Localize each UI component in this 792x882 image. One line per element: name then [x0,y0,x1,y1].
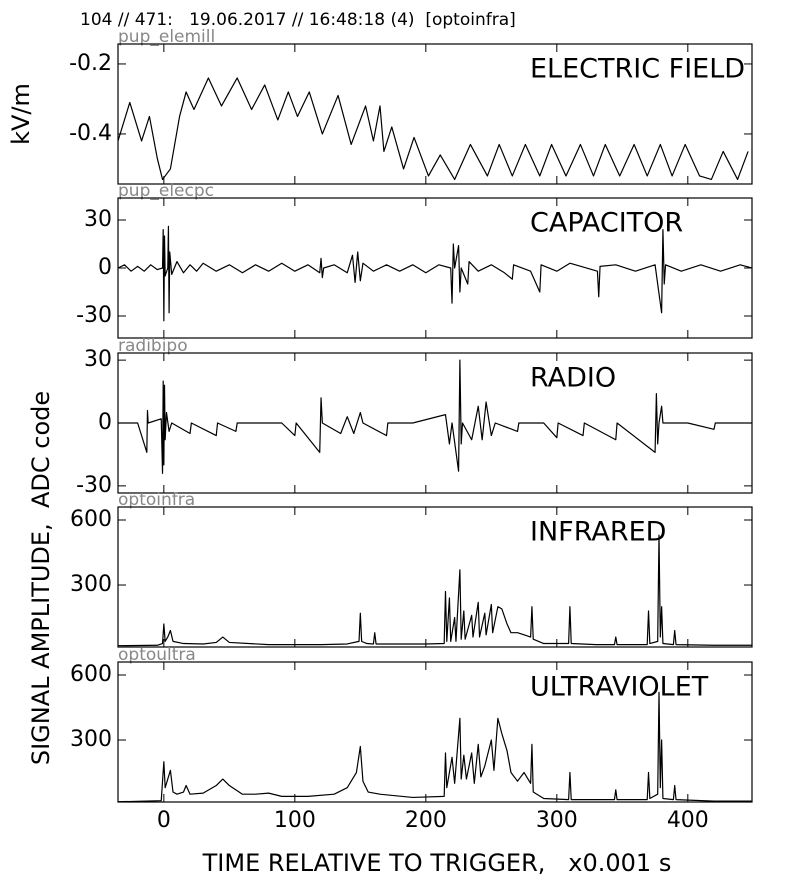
y-tick-label: -30 [76,303,112,328]
panel-title: ELECTRIC FIELD [530,54,745,85]
y-tick-label: 0 [98,410,112,435]
y-tick-label: 600 [70,662,112,687]
y-tick-label: 0 [98,255,112,280]
source-label: radibipo [118,336,188,356]
signal-line [118,534,752,647]
signal-line [118,359,752,474]
source-label: optoultra [118,645,196,665]
panel-frame [117,197,753,339]
panel-frame [117,661,753,803]
y-tick-label: -0.4 [69,121,112,146]
y-tick-label: -30 [76,473,112,498]
source-label: pup_elemill [118,27,215,47]
y-axis-label: SIGNAL AMPLITUDE, ADC code [27,391,55,765]
signal-line [118,691,752,802]
x-axis-label: TIME RELATIVE TO TRIGGER, x0.001 s [202,849,672,877]
y-tick-label: 300 [70,572,112,597]
x-tick-label: 100 [274,808,316,833]
header: 104 // 471: 19.06.2017 // 16:48:18 (4) [… [80,10,516,30]
panel-title: INFRARED [530,517,666,548]
signal-line [118,225,752,322]
panel-title: ULTRAVIOLET [530,672,709,703]
panel-frame [117,506,753,648]
panel-title: RADIO [530,363,616,394]
y-tick-label: 600 [70,507,112,532]
y-axis-label: kV/m [7,83,35,145]
panel-frame [117,352,753,494]
panel-frame [117,43,753,185]
y-tick-label: 300 [70,727,112,752]
source-label: optoinfra [118,490,195,510]
x-tick-label: 300 [536,808,578,833]
panel-title: CAPACITOR [530,208,683,239]
y-tick-label: 30 [84,347,112,372]
x-tick-label: 0 [157,808,171,833]
source-label: pup_elecpc [118,181,214,201]
y-tick-label: 30 [84,207,112,232]
x-tick-label: 200 [405,808,447,833]
signal-line [118,77,749,181]
y-tick-label: -0.2 [69,51,112,76]
x-tick-label: 400 [667,808,709,833]
